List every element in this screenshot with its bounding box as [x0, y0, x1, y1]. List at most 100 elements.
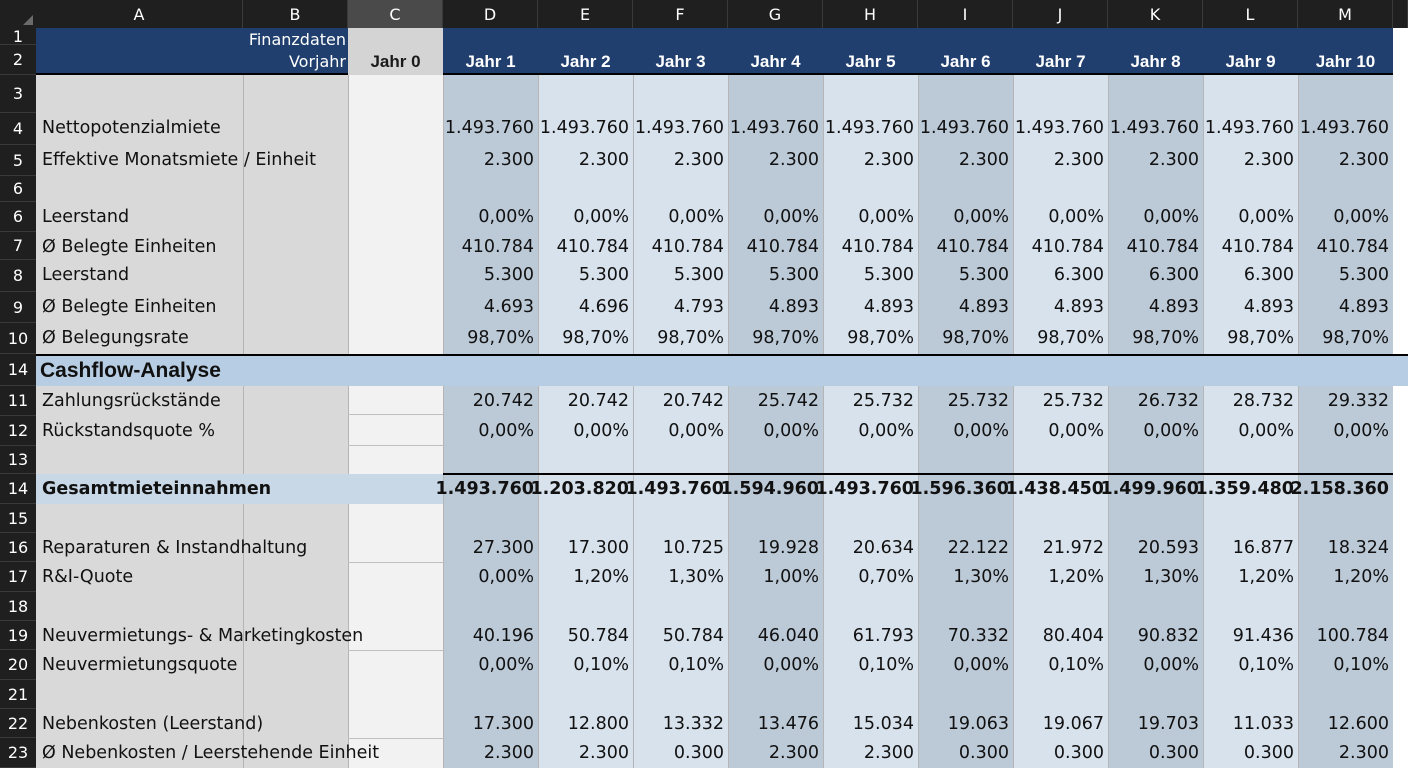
value-cell[interactable]: 2.300 [1243, 150, 1294, 170]
value-cell[interactable]: 11.033 [1232, 714, 1294, 734]
column-header-h[interactable]: H [823, 0, 918, 28]
row-header-21[interactable]: 20 [0, 650, 36, 680]
value-cell[interactable]: 70.332 [947, 626, 1009, 646]
value-cell[interactable]: 2.300 [768, 150, 819, 170]
column-header-e[interactable]: E [538, 0, 633, 28]
column-header-k[interactable]: K [1108, 0, 1203, 28]
row-header-18[interactable]: 17 [0, 562, 36, 592]
value-cell[interactable]: 5.300 [863, 265, 914, 285]
value-cell[interactable]: 25.732 [947, 391, 1009, 411]
value-cell[interactable]: 0,00% [478, 421, 534, 441]
value-cell[interactable]: 21.972 [1042, 538, 1104, 558]
value-cell[interactable]: 0,00% [668, 421, 724, 441]
value-cell[interactable]: 0,00% [478, 655, 534, 675]
column-header-m[interactable]: M [1298, 0, 1393, 28]
select-all-corner[interactable] [0, 0, 37, 28]
value-cell[interactable]: 22.122 [947, 538, 1009, 558]
value-cell[interactable]: 98,70% [467, 328, 534, 348]
value-cell[interactable]: 1,30% [1143, 567, 1199, 587]
value-cell[interactable]: 5.300 [1338, 265, 1389, 285]
value-cell[interactable]: 25.732 [1042, 391, 1104, 411]
value-cell[interactable]: 0,00% [858, 421, 914, 441]
value-cell[interactable]: 0.300 [1243, 743, 1294, 763]
row-header-3[interactable]: 4 [0, 113, 36, 145]
value-cell[interactable]: 20.634 [852, 538, 914, 558]
value-cell[interactable]: 2.300 [578, 150, 629, 170]
value-cell[interactable]: 2.300 [863, 743, 914, 763]
row-header-5[interactable]: 6 [0, 176, 36, 202]
value-cell[interactable]: 61.793 [852, 626, 914, 646]
year-header-3[interactable]: Jahr 3 [655, 52, 706, 71]
value-cell[interactable]: 4.893 [863, 297, 914, 317]
value-cell[interactable]: 4.696 [578, 297, 629, 317]
value-cell[interactable]: 98,70% [1037, 328, 1104, 348]
value-cell[interactable]: 2.300 [1148, 150, 1199, 170]
value-cell[interactable]: 5.300 [768, 265, 819, 285]
value-cell[interactable]: 50.784 [567, 626, 629, 646]
value-cell[interactable]: 0,00% [763, 655, 819, 675]
value-cell[interactable]: 98,70% [1322, 328, 1389, 348]
column-header-d[interactable]: D [443, 0, 538, 28]
row-header-19[interactable]: 18 [0, 592, 36, 621]
value-cell[interactable]: 17.300 [472, 714, 534, 734]
row-header-6[interactable]: 6 [0, 202, 36, 232]
year-header-8[interactable]: Jahr 8 [1130, 52, 1181, 71]
row-header-9[interactable]: 9 [0, 292, 36, 323]
value-cell[interactable]: 1.493.760 [729, 118, 819, 138]
value-cell[interactable]: 4.893 [1338, 297, 1389, 317]
value-cell[interactable]: 1.493.760 [1299, 118, 1389, 138]
value-cell[interactable]: 2.300 [578, 743, 629, 763]
value-cell[interactable]: 0,00% [858, 207, 914, 227]
value-cell[interactable]: 410.784 [841, 237, 914, 257]
value-cell[interactable]: 0,00% [953, 421, 1009, 441]
column-header-l[interactable]: L [1203, 0, 1298, 28]
value-cell[interactable]: 1,20% [1333, 567, 1389, 587]
value-cell[interactable]: 410.784 [1031, 237, 1104, 257]
value-cell[interactable]: 2.300 [1338, 743, 1389, 763]
value-cell[interactable]: 100.784 [1316, 626, 1389, 646]
value-cell[interactable]: 1.493.760 [1109, 118, 1199, 138]
row-header-10[interactable]: 10 [0, 323, 36, 354]
value-cell[interactable]: 25.742 [757, 391, 819, 411]
value-cell[interactable]: 6.300 [1243, 265, 1294, 285]
value-cell[interactable]: 0,10% [1333, 655, 1389, 675]
year-header-9[interactable]: Jahr 9 [1225, 52, 1276, 71]
value-cell[interactable]: 2.300 [958, 150, 1009, 170]
value-cell[interactable]: 98,70% [1132, 328, 1199, 348]
value-cell[interactable]: 0.300 [673, 743, 724, 763]
column-header-c[interactable]: C [348, 0, 443, 28]
value-cell[interactable]: 27.300 [472, 538, 534, 558]
value-cell[interactable]: 0,00% [1048, 207, 1104, 227]
value-cell[interactable]: 1.493.760 [919, 118, 1009, 138]
value-cell[interactable]: 4.893 [1053, 297, 1104, 317]
value-cell[interactable]: 1,20% [1048, 567, 1104, 587]
value-cell[interactable]: 98,70% [562, 328, 629, 348]
value-cell[interactable]: 0,00% [1333, 421, 1389, 441]
row-header-16[interactable]: 15 [0, 504, 36, 533]
value-cell[interactable]: 4.693 [483, 297, 534, 317]
value-cell[interactable]: 5.300 [958, 265, 1009, 285]
value-cell[interactable]: 2.158.360 [1290, 479, 1389, 499]
value-cell[interactable]: 1.493.760 [1014, 118, 1104, 138]
value-cell[interactable]: 15.034 [852, 714, 914, 734]
value-cell[interactable]: 4.893 [768, 297, 819, 317]
value-cell[interactable]: 1,20% [573, 567, 629, 587]
value-cell[interactable]: 0,00% [1143, 207, 1199, 227]
value-cell[interactable]: 12.600 [1327, 714, 1389, 734]
year-header-1[interactable]: Jahr 1 [465, 52, 516, 71]
value-cell[interactable]: 1.499.960 [1100, 479, 1199, 499]
value-cell[interactable]: 25.732 [852, 391, 914, 411]
value-cell[interactable]: 12.800 [567, 714, 629, 734]
value-cell[interactable]: 91.436 [1232, 626, 1294, 646]
value-cell[interactable]: 0,00% [573, 421, 629, 441]
value-cell[interactable]: 410.784 [1126, 237, 1199, 257]
value-cell[interactable]: 0.300 [1053, 743, 1104, 763]
value-cell[interactable]: 410.784 [1316, 237, 1389, 257]
value-cell[interactable]: 1.203.820 [530, 479, 629, 499]
value-cell[interactable]: 17.300 [567, 538, 629, 558]
row-header-12[interactable]: 11 [0, 386, 36, 416]
year-header-0[interactable]: Jahr 0 [348, 28, 443, 75]
value-cell[interactable]: 5.300 [673, 265, 724, 285]
row-header-23[interactable]: 22 [0, 709, 36, 738]
value-cell[interactable]: 0,10% [1048, 655, 1104, 675]
